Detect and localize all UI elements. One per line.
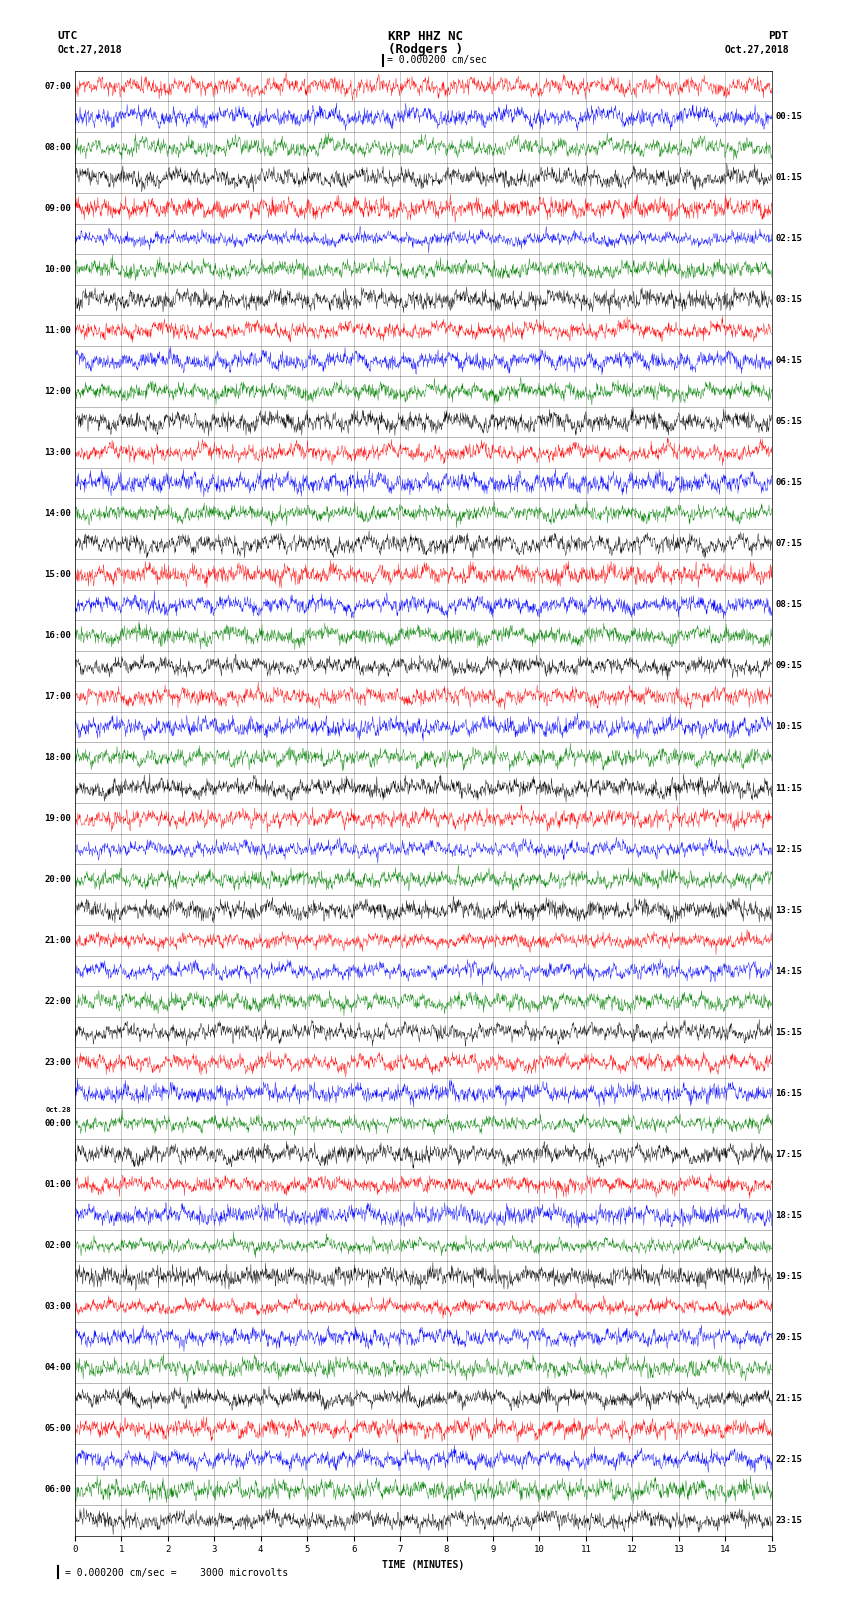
Text: 11:15: 11:15: [775, 784, 802, 792]
Text: 17:15: 17:15: [775, 1150, 802, 1158]
Text: 07:00: 07:00: [44, 82, 71, 90]
Text: Oct.28: Oct.28: [46, 1107, 71, 1113]
Text: 23:00: 23:00: [44, 1058, 71, 1068]
Text: 14:15: 14:15: [775, 966, 802, 976]
Text: 22:00: 22:00: [44, 997, 71, 1007]
Text: 17:00: 17:00: [44, 692, 71, 702]
Text: 21:15: 21:15: [775, 1394, 802, 1403]
Text: 10:15: 10:15: [775, 723, 802, 731]
Text: 05:15: 05:15: [775, 418, 802, 426]
Text: 12:00: 12:00: [44, 387, 71, 395]
Text: 18:15: 18:15: [775, 1211, 802, 1219]
Text: = 0.000200 cm/sec: = 0.000200 cm/sec: [387, 55, 486, 66]
Text: 22:15: 22:15: [775, 1455, 802, 1463]
Text: 00:15: 00:15: [775, 113, 802, 121]
Text: 20:00: 20:00: [44, 876, 71, 884]
Text: UTC: UTC: [58, 31, 78, 40]
X-axis label: TIME (MINUTES): TIME (MINUTES): [382, 1560, 464, 1569]
Text: 02:00: 02:00: [44, 1242, 71, 1250]
Text: 13:00: 13:00: [44, 448, 71, 456]
Text: = 0.000200 cm/sec =    3000 microvolts: = 0.000200 cm/sec = 3000 microvolts: [65, 1568, 288, 1578]
Text: 05:00: 05:00: [44, 1424, 71, 1434]
Text: 08:15: 08:15: [775, 600, 802, 610]
Text: 09:15: 09:15: [775, 661, 802, 671]
Text: 08:00: 08:00: [44, 144, 71, 152]
Text: 10:00: 10:00: [44, 265, 71, 274]
Text: 07:15: 07:15: [775, 539, 802, 548]
Text: 03:15: 03:15: [775, 295, 802, 305]
Text: 21:00: 21:00: [44, 936, 71, 945]
Text: 00:00: 00:00: [44, 1119, 71, 1127]
Text: (Rodgers ): (Rodgers ): [388, 42, 462, 56]
Text: 04:00: 04:00: [44, 1363, 71, 1373]
Text: 18:00: 18:00: [44, 753, 71, 761]
Text: PDT: PDT: [768, 31, 789, 40]
Text: 06:00: 06:00: [44, 1486, 71, 1494]
Text: 23:15: 23:15: [775, 1516, 802, 1524]
Text: 19:15: 19:15: [775, 1271, 802, 1281]
Text: 14:00: 14:00: [44, 510, 71, 518]
Text: 15:15: 15:15: [775, 1027, 802, 1037]
Text: 15:00: 15:00: [44, 569, 71, 579]
Text: 20:15: 20:15: [775, 1332, 802, 1342]
Text: 19:00: 19:00: [44, 815, 71, 823]
Text: 13:15: 13:15: [775, 905, 802, 915]
Text: 12:15: 12:15: [775, 845, 802, 853]
Text: 16:00: 16:00: [44, 631, 71, 640]
Text: Oct.27,2018: Oct.27,2018: [724, 45, 789, 55]
Text: KRP HHZ NC: KRP HHZ NC: [388, 29, 462, 44]
Text: 06:15: 06:15: [775, 479, 802, 487]
Text: 16:15: 16:15: [775, 1089, 802, 1097]
Text: 09:00: 09:00: [44, 203, 71, 213]
Text: 04:15: 04:15: [775, 356, 802, 365]
Text: 11:00: 11:00: [44, 326, 71, 336]
Text: 01:15: 01:15: [775, 173, 802, 182]
Text: Oct.27,2018: Oct.27,2018: [58, 45, 122, 55]
Text: 02:15: 02:15: [775, 234, 802, 244]
Text: 01:00: 01:00: [44, 1181, 71, 1189]
Text: 03:00: 03:00: [44, 1302, 71, 1311]
